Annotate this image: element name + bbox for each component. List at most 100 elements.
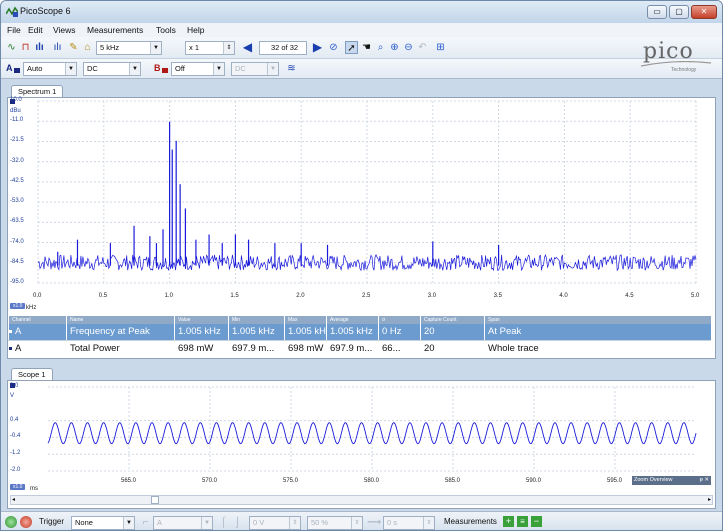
table-cell: A: [8, 324, 66, 340]
channel-a-range-select[interactable]: Auto ▼: [23, 62, 77, 76]
stop-icon[interactable]: ⊘: [329, 42, 338, 53]
channel-a-coupling-value: DC: [87, 64, 98, 73]
spectrum-y-unit: dBu: [10, 108, 21, 114]
add-measurement-icon[interactable]: +: [503, 516, 514, 527]
falling-edge-icon[interactable]: ⌡: [234, 517, 241, 528]
edit-measurement-icon[interactable]: ≡: [517, 516, 528, 527]
advanced-options-icon[interactable]: ≋: [287, 63, 296, 74]
channel-a-label: A: [6, 63, 13, 73]
main-toolbar: ∿ ⊓ ılı ılı ✎ ⌂ 5 kHz ▼ x 1 ⇕ ◀ 32 of 32 ▶…: [1, 37, 722, 59]
chevron-down-icon: ▼: [123, 517, 134, 529]
channel-b-range-select[interactable]: Off ▼: [171, 62, 225, 76]
stop-icon[interactable]: [20, 516, 32, 528]
table-cell: 1.005 kHz: [326, 324, 378, 340]
hand-tool-icon[interactable]: ☚: [362, 42, 371, 53]
column-header[interactable]: Min: [228, 316, 284, 324]
zoom-region-icon[interactable]: ⌕: [377, 42, 384, 53]
picoscope-logo-icon: [6, 6, 18, 17]
zoom-overview-close-icon[interactable]: ᵽ ✕: [699, 477, 709, 483]
menu-tools[interactable]: Tools: [156, 25, 176, 35]
column-header[interactable]: Max: [284, 316, 326, 324]
scope-x-tick-label: 585.0: [445, 478, 461, 484]
probe-wizard-icon[interactable]: ✎: [69, 42, 78, 53]
timebase-select[interactable]: 5 kHz ▼: [96, 41, 162, 55]
spectrum-x-unit: kHz: [26, 305, 37, 311]
next-buffer-icon[interactable]: ▶: [312, 40, 323, 54]
first-buffer-icon[interactable]: ◀: [242, 40, 253, 54]
column-header[interactable]: Capture Count: [420, 316, 484, 324]
menu-views[interactable]: Views: [53, 25, 76, 35]
column-header[interactable]: Value: [174, 316, 228, 324]
channel-a-coupling-select[interactable]: DC ▼: [83, 62, 141, 76]
spectrum-y-tick-label: -84.5: [10, 258, 24, 265]
persistence-mode-icon[interactable]: ⊓: [21, 42, 30, 53]
scope-zoom-badge[interactable]: x1.0: [10, 484, 26, 490]
column-header[interactable]: σ: [378, 316, 420, 324]
trigger-level-input[interactable]: 0 V ⇕: [249, 516, 301, 530]
measurements-header-row: Channel Name Value Min Max Average σ Capture Co…: [8, 316, 711, 324]
spectrum-mode-icon[interactable]: ılı: [35, 42, 44, 53]
table-row-selected[interactable]: A Frequency at Peak 1.005 kHz 1.005 kHz 1.00…: [8, 324, 711, 340]
delete-measurement-icon[interactable]: −: [531, 516, 542, 527]
capture-counter[interactable]: 32 of 32: [259, 41, 307, 55]
add-spectrum-view-icon[interactable]: ılı: [53, 42, 62, 53]
menu-help[interactable]: Help: [187, 25, 205, 35]
multiplier-select[interactable]: x 1 ⇕: [185, 41, 235, 55]
minimize-button[interactable]: ▭: [647, 5, 667, 19]
spectrum-x-tick-label: 0.0: [33, 293, 42, 299]
channel-b-label: B: [154, 63, 161, 73]
menu-measurements[interactable]: Measurements: [87, 25, 144, 35]
zoom-out-icon[interactable]: ⊖: [404, 42, 413, 53]
menu-file[interactable]: File: [7, 25, 21, 35]
spectrum-y-tick-label: 10.0: [10, 97, 22, 103]
table-cell: 1.005 kHz: [174, 324, 228, 340]
column-header[interactable]: Average: [326, 316, 378, 324]
tab-spectrum-1[interactable]: Spectrum 1: [11, 85, 64, 98]
spectrum-view: dBu 10.0 -11.0 -21.5 -32.0 -42.5 -53.0 -63.5 -7…: [7, 97, 716, 359]
table-cell: 20: [420, 341, 484, 357]
run-icon[interactable]: [5, 516, 17, 528]
horizontal-scrollbar[interactable]: ◂ ▸: [10, 495, 713, 505]
spin-icon: ⇕: [351, 517, 362, 529]
scope-x-tick-label: 570.0: [202, 478, 218, 484]
spin-icon: ⇕: [223, 42, 234, 54]
spectrum-zoom-badge[interactable]: x1.0: [10, 303, 26, 309]
trigger-mode-select[interactable]: None ▼: [71, 516, 135, 530]
channel-b-range-value: Off: [175, 64, 185, 73]
channel-b-coupling-select[interactable]: DC ▼: [231, 62, 279, 76]
measurements-table: Channel Name Value Min Max Average σ Capture Co…: [8, 316, 711, 360]
undo-zoom-icon[interactable]: ↶: [418, 42, 427, 53]
close-button[interactable]: ✕: [691, 5, 717, 19]
spectrum-y-tick-label: -63.5: [10, 218, 24, 225]
table-row[interactable]: A Total Power 698 mW 697.9 m... 698 mW 697.9 …: [8, 340, 711, 357]
scope-mode-icon[interactable]: ∿: [7, 42, 16, 53]
trigger-delay-input[interactable]: 0 s ⇕: [383, 516, 435, 530]
maximize-button[interactable]: ▢: [669, 5, 689, 19]
trigger-source-value: A: [157, 518, 163, 527]
table-cell: At Peak: [484, 324, 711, 340]
table-cell: 698 mW: [174, 341, 228, 357]
column-header[interactable]: Name: [66, 316, 174, 324]
zoom-overview-panel[interactable]: Zoom Overview ᵽ ✕: [632, 476, 711, 485]
spectrum-y-tick-label: -74.0: [10, 238, 24, 245]
zoom-in-icon[interactable]: ⊕: [390, 42, 399, 53]
select-pointer-icon[interactable]: ➚: [345, 41, 358, 54]
menu-edit[interactable]: Edit: [28, 25, 43, 35]
trigger-pretrigger-input[interactable]: 50 % ⇕: [307, 516, 363, 530]
trigger-edge-icon[interactable]: ⌐: [142, 517, 149, 528]
column-header[interactable]: Span: [484, 316, 711, 324]
scroll-left-icon[interactable]: ◂: [12, 497, 16, 503]
table-cell: 1.005 kHz: [228, 324, 284, 340]
spectrum-x-tick-label: 3.5: [493, 293, 502, 299]
scroll-right-icon[interactable]: ▸: [707, 497, 711, 503]
home-icon[interactable]: ⌂: [84, 42, 91, 53]
trigger-source-select[interactable]: A ▼: [153, 516, 213, 530]
tab-scope-1[interactable]: Scope 1: [11, 368, 53, 381]
zoom-to-fit-icon[interactable]: ⊞: [436, 42, 445, 53]
chevron-down-icon: ▼: [201, 517, 212, 529]
scope-x-tick-label: 580.0: [364, 478, 380, 484]
scrollbar-thumb[interactable]: [151, 496, 159, 504]
rising-edge-icon[interactable]: ⌠: [220, 517, 227, 528]
chevron-down-icon: ▼: [267, 63, 278, 75]
column-header[interactable]: Channel: [8, 316, 66, 324]
